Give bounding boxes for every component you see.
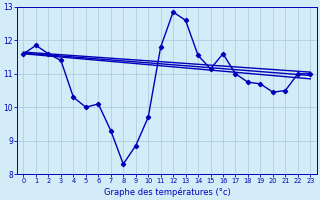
- X-axis label: Graphe des températures (°c): Graphe des températures (°c): [104, 187, 230, 197]
